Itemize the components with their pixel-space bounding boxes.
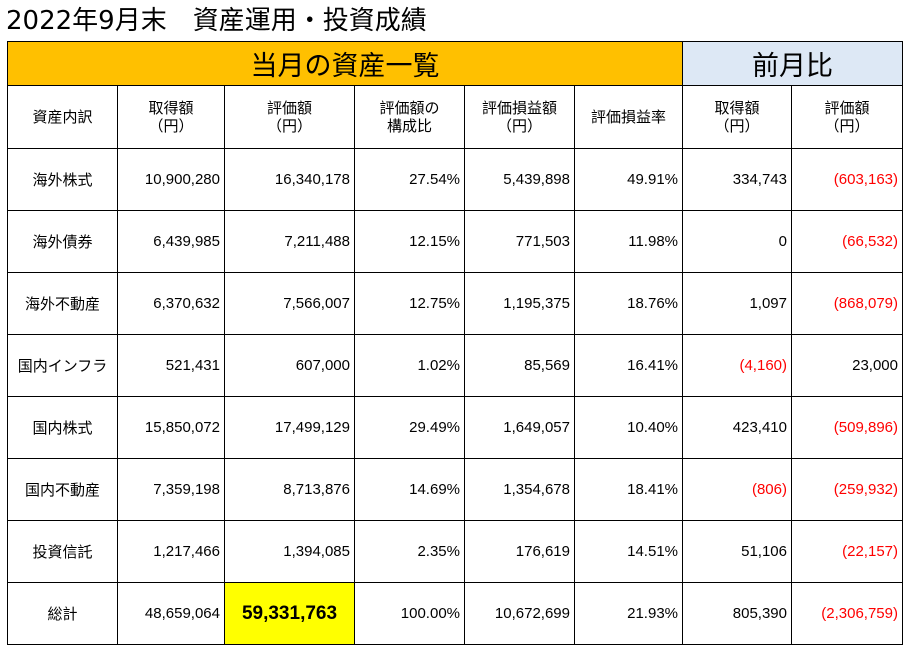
cell-unrealized-gain: 1,354,678 [464, 458, 575, 521]
cell-mom-valuation: 23,000 [791, 334, 903, 397]
cell-acquisition-cost: 7,359,198 [117, 458, 225, 521]
column-header-category: 資産内訳 [7, 85, 118, 149]
cell-unrealized-gain: 1,649,057 [464, 396, 575, 459]
table-row: 国内不動産 7,359,198 8,713,876 14.69% 1,354,678 18… [7, 458, 903, 521]
cell-category: 海外不動産 [7, 272, 118, 335]
cell-acquisition-cost: 48,659,064 [117, 582, 225, 645]
cell-mom-acquisition-cost: 805,390 [682, 582, 792, 645]
column-header-valuation-ratio: 評価額の 構成比 [354, 85, 465, 149]
cell-gain-rate: 14.51% [574, 520, 683, 583]
cell-valuation-ratio: 12.15% [354, 210, 465, 273]
table-row: 国内インフラ 521,431 607,000 1.02% 85,569 16.41% (4,… [7, 334, 903, 397]
cell-mom-valuation: (66,532) [791, 210, 903, 273]
total-row: 総計 48,659,064 59,331,763 100.00% 10,672,699 2… [7, 582, 903, 645]
asset-table: 当月の資産一覧 前月比 資産内訳 取得額 （円） 評価額 （円） 評価額の 構成比 評価損益額… [7, 41, 903, 645]
cell-acquisition-cost: 15,850,072 [117, 396, 225, 459]
table-row: 海外不動産 6,370,632 7,566,007 12.75% 1,195,375 18… [7, 272, 903, 335]
cell-valuation-ratio: 100.00% [354, 582, 465, 645]
column-header-line: 評価額 [266, 99, 312, 117]
column-header-line: 取得額 [148, 99, 194, 117]
cell-acquisition-cost: 10,900,280 [117, 148, 225, 211]
cell-unrealized-gain: 1,195,375 [464, 272, 575, 335]
cell-unrealized-gain: 5,439,898 [464, 148, 575, 211]
cell-gain-rate: 10.40% [574, 396, 683, 459]
cell-valuation: 8,713,876 [224, 458, 355, 521]
cell-category: 海外株式 [7, 148, 118, 211]
column-header-line: 資産内訳 [32, 108, 93, 126]
column-header-line: 評価額 [824, 99, 870, 117]
cell-mom-acquisition-cost: 423,410 [682, 396, 792, 459]
cell-valuation: 17,499,129 [224, 396, 355, 459]
cell-category: 国内インフラ [7, 334, 118, 397]
cell-unrealized-gain: 176,619 [464, 520, 575, 583]
cell-acquisition-cost: 6,370,632 [117, 272, 225, 335]
column-header-line: （円） [496, 117, 542, 135]
cell-acquisition-cost: 1,217,466 [117, 520, 225, 583]
cell-valuation: 16,340,178 [224, 148, 355, 211]
column-header-valuation: 評価額 （円） [224, 85, 355, 149]
cell-valuation: 607,000 [224, 334, 355, 397]
cell-mom-acquisition-cost: 51,106 [682, 520, 792, 583]
cell-category: 海外債券 [7, 210, 118, 273]
cell-mom-acquisition-cost: 1,097 [682, 272, 792, 335]
cell-mom-acquisition-cost: 334,743 [682, 148, 792, 211]
column-header-mom-valuation: 評価額 （円） [791, 85, 903, 149]
column-header-line: （円） [266, 117, 312, 135]
cell-valuation-ratio: 12.75% [354, 272, 465, 335]
previous-month-comparison-header: 前月比 [682, 41, 903, 86]
page-title: 2022年9月末 資産運用・投資成績 [6, 6, 427, 36]
column-header-line: （円） [148, 117, 194, 135]
table-row: 海外債券 6,439,985 7,211,488 12.15% 771,503 11.98… [7, 210, 903, 273]
column-header-line: （円） [714, 117, 760, 135]
cell-valuation-ratio: 2.35% [354, 520, 465, 583]
table-row: 投資信託 1,217,466 1,394,085 2.35% 176,619 14.51%… [7, 520, 903, 583]
column-header-line: （円） [824, 117, 870, 135]
cell-unrealized-gain: 85,569 [464, 334, 575, 397]
cell-valuation: 1,394,085 [224, 520, 355, 583]
cell-category: 国内不動産 [7, 458, 118, 521]
cell-category: 投資信託 [7, 520, 118, 583]
column-header-line: 評価損益額 [481, 99, 557, 117]
column-header-line: 評価額の [379, 99, 440, 117]
cell-valuation: 7,566,007 [224, 272, 355, 335]
cell-mom-valuation: (509,896) [791, 396, 903, 459]
column-header-row: 資産内訳 取得額 （円） 評価額 （円） 評価額の 構成比 評価損益額 （円） 評価損益率 取得額（… [7, 85, 903, 149]
column-header-line: 取得額 [714, 99, 760, 117]
cell-valuation-ratio: 1.02% [354, 334, 465, 397]
cell-acquisition-cost: 521,431 [117, 334, 225, 397]
column-header-mom-acquisition-cost: 取得額 （円） [682, 85, 792, 149]
column-header-unrealized-gain: 評価損益額 （円） [464, 85, 575, 149]
cell-category: 総計 [7, 582, 118, 645]
cell-valuation-ratio: 29.49% [354, 396, 465, 459]
cell-mom-valuation: (603,163) [791, 148, 903, 211]
column-header-gain-rate: 評価損益率 [574, 85, 683, 149]
cell-mom-acquisition-cost: (4,160) [682, 334, 792, 397]
cell-valuation: 7,211,488 [224, 210, 355, 273]
column-header-line: 評価損益率 [590, 108, 666, 126]
cell-unrealized-gain: 771,503 [464, 210, 575, 273]
cell-gain-rate: 18.41% [574, 458, 683, 521]
cell-gain-rate: 49.91% [574, 148, 683, 211]
cell-valuation: 59,331,763 [224, 582, 355, 645]
cell-gain-rate: 11.98% [574, 210, 683, 273]
cell-gain-rate: 21.93% [574, 582, 683, 645]
current-month-header: 当月の資産一覧 [7, 41, 683, 86]
cell-acquisition-cost: 6,439,985 [117, 210, 225, 273]
cell-mom-acquisition-cost: 0 [682, 210, 792, 273]
cell-gain-rate: 16.41% [574, 334, 683, 397]
cell-mom-acquisition-cost: (806) [682, 458, 792, 521]
cell-unrealized-gain: 10,672,699 [464, 582, 575, 645]
cell-category: 国内株式 [7, 396, 118, 459]
cell-valuation-ratio: 27.54% [354, 148, 465, 211]
table-row: 海外株式 10,900,280 16,340,178 27.54% 5,439,898 4… [7, 148, 903, 211]
column-header-acquisition-cost: 取得額 （円） [117, 85, 225, 149]
table-row: 国内株式 15,850,072 17,499,129 29.49% 1,649,057 1… [7, 396, 903, 459]
column-header-line: 構成比 [386, 117, 432, 135]
cell-mom-valuation: (259,932) [791, 458, 903, 521]
cell-valuation-ratio: 14.69% [354, 458, 465, 521]
cell-mom-valuation: (868,079) [791, 272, 903, 335]
cell-gain-rate: 18.76% [574, 272, 683, 335]
cell-mom-valuation: (22,157) [791, 520, 903, 583]
cell-mom-valuation: (2,306,759) [791, 582, 903, 645]
